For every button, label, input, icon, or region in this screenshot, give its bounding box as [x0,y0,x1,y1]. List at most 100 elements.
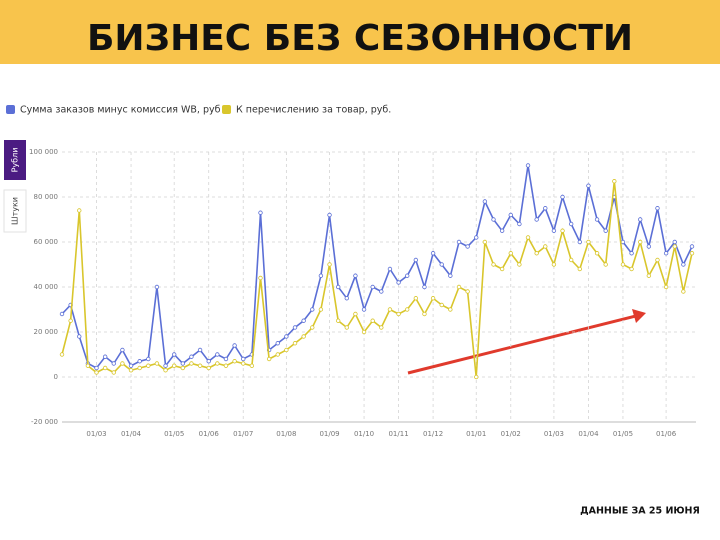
point-marker [663,284,669,290]
point-marker [568,221,574,227]
chart-title: БИЗНЕС БЕЗ СЕЗОННОСТИ [87,18,633,59]
point-marker [491,217,496,222]
x-tick-label: 01/11 [388,430,408,438]
point-marker [310,307,315,312]
title-banner [0,0,720,64]
point-marker [171,363,177,368]
point-marker [335,284,341,290]
point-marker [275,352,280,357]
point-marker [249,363,255,368]
point-marker [189,361,194,366]
legend-swatch[interactable] [6,105,15,114]
y-tick-label: -20 000 [31,418,58,426]
point-marker [560,228,565,233]
x-tick-label: 01/03 [86,430,106,438]
point-marker [482,239,488,245]
tab[interactable] [4,140,26,180]
annotation: ДАННЫЕ ЗА 25 ИЮНЯ [580,506,700,517]
point-marker [629,251,634,256]
point-marker [422,311,427,317]
point-marker [387,307,393,312]
arrow-head [632,309,646,323]
legend-label[interactable]: Сумма заказов минус комиссия WB, руб [20,105,221,116]
point-marker [310,325,315,330]
tab[interactable] [3,189,27,233]
point-marker [413,257,419,263]
point-marker [560,194,565,200]
point-marker [474,374,479,380]
point-marker [301,334,306,339]
point-marker [197,363,203,368]
point-marker [577,239,583,245]
legend-label[interactable]: К перечислению за товар, руб. [236,105,391,116]
point-marker [94,365,99,371]
point-marker [482,199,488,204]
tab-label[interactable]: Рубли [11,148,20,173]
y-tick-label: 80 000 [34,193,59,201]
point-marker [646,244,652,249]
point-marker [258,275,263,281]
point-marker [534,251,539,256]
point-marker [586,183,591,188]
x-tick-label: 01/05 [164,430,184,438]
point-marker [206,365,211,371]
point-marker [180,361,186,366]
point-marker [603,262,608,267]
point-marker [223,356,229,362]
point-marker [266,356,272,362]
point-marker [344,296,349,301]
point-marker [361,307,367,312]
x-tick-label: 01/09 [319,430,339,438]
point-marker [318,273,324,278]
x-tick-label: 01/06 [199,430,220,438]
point-marker [620,262,626,267]
point-marker [638,217,643,222]
point-marker [543,206,548,211]
point-marker [689,244,695,249]
point-marker [508,212,513,218]
point-marker [499,228,505,233]
point-marker [370,284,375,290]
point-marker [396,311,401,317]
point-marker [663,251,669,256]
point-marker [594,217,600,222]
point-marker [111,370,116,375]
point-marker [189,354,194,359]
point-marker [180,365,186,371]
tab-label[interactable]: Штуки [11,197,20,225]
x-tick-label: 01/03 [544,430,564,438]
point-marker [405,273,410,278]
point-marker [439,302,444,308]
point-marker [405,307,410,312]
point-marker [128,363,134,368]
point-marker [655,206,660,211]
point-marker [59,352,65,357]
trend-arrow [407,314,637,375]
point-marker [577,266,583,272]
point-marker [689,251,695,256]
point-marker [241,356,246,362]
point-marker [94,370,99,375]
point-marker [327,212,332,218]
point-marker [163,363,168,368]
point-marker [586,239,591,245]
x-tick-label: 01/10 [354,430,374,438]
point-marker [612,179,617,184]
point-marker [335,318,341,323]
point-marker [379,289,384,294]
point-marker [465,289,470,294]
point-marker [551,262,557,267]
point-marker [146,356,151,362]
point-marker [241,361,246,366]
point-marker [379,325,384,330]
point-marker [517,221,522,227]
x-tick-label: 01/05 [613,430,633,438]
x-tick-label: 01/06 [656,430,677,438]
y-tick-label: 0 [54,373,58,381]
point-marker [223,363,229,368]
point-marker [396,280,401,285]
point-marker [534,217,539,222]
legend-swatch[interactable] [222,105,231,114]
point-marker [603,228,608,233]
